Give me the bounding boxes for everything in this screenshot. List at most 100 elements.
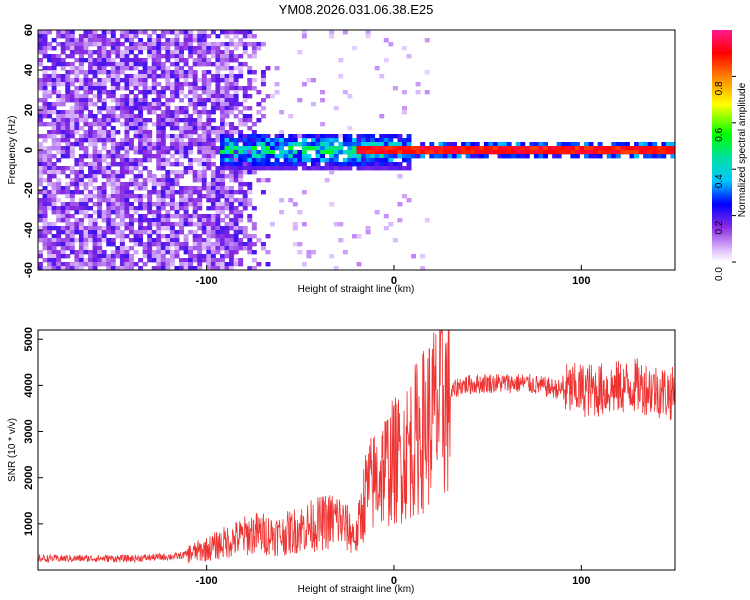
spectrogram-cell bbox=[38, 86, 43, 91]
spectrogram-cell bbox=[179, 230, 184, 235]
spectrogram-cell bbox=[110, 190, 116, 195]
spectrogram-cell bbox=[78, 126, 84, 131]
spectrogram-cell bbox=[92, 82, 98, 87]
spectrogram-cell bbox=[224, 82, 230, 87]
spectrogram-cell bbox=[206, 254, 212, 259]
spectrogram-cell bbox=[142, 254, 148, 259]
x-tick-label: 100 bbox=[572, 575, 590, 587]
spectrogram-cell bbox=[179, 198, 184, 203]
spectrogram-cell bbox=[220, 186, 225, 191]
spectrogram-cell bbox=[97, 254, 103, 259]
spectrogram-cell bbox=[406, 162, 412, 167]
spectrogram-cell bbox=[138, 158, 144, 163]
spectrogram-cell bbox=[174, 234, 180, 239]
spectrogram-cell bbox=[206, 146, 212, 151]
spectrogram-cell bbox=[65, 94, 71, 99]
spectrogram-cell bbox=[47, 258, 53, 263]
spectrogram-cell bbox=[242, 198, 248, 203]
spectrogram-cell bbox=[643, 142, 649, 147]
spectrogram-cell bbox=[174, 190, 180, 195]
spectrogram-cell bbox=[142, 102, 148, 107]
spectrogram-cell bbox=[142, 94, 148, 99]
spectrogram-cell bbox=[83, 130, 89, 135]
spectrogram-cell bbox=[156, 122, 162, 127]
spectrogram-cell bbox=[110, 238, 116, 243]
spectrogram-cell bbox=[142, 166, 148, 171]
spectrogram-cell bbox=[165, 66, 171, 71]
spectrogram-cell bbox=[670, 150, 676, 155]
spectrogram-cell bbox=[101, 54, 107, 59]
spectrogram-cell bbox=[224, 34, 230, 39]
spectrogram-cell bbox=[115, 198, 121, 203]
spectrogram-cell bbox=[156, 194, 162, 199]
spectrogram-cell bbox=[206, 46, 212, 51]
spectrogram-cell bbox=[69, 62, 75, 67]
spectrogram-cell bbox=[238, 130, 244, 135]
spectrogram-cell bbox=[142, 82, 148, 87]
spectrogram-cell bbox=[151, 50, 157, 55]
spectrogram-cell bbox=[92, 30, 98, 35]
spectrogram-cell bbox=[415, 154, 421, 159]
spectrogram-cell bbox=[147, 146, 153, 151]
spectrogram-cell bbox=[38, 250, 43, 255]
spectrogram-cell bbox=[124, 182, 130, 187]
spectrogram-cell bbox=[224, 90, 230, 95]
spectrogram-cell bbox=[392, 166, 398, 171]
spectrogram-cell bbox=[142, 226, 148, 231]
spectrogram-cell bbox=[129, 118, 134, 123]
spectrogram-cell bbox=[315, 142, 321, 147]
spectrogram-cell bbox=[192, 58, 198, 63]
spectrogram-cell bbox=[110, 154, 116, 159]
spectrogram-cell bbox=[169, 138, 175, 143]
spectrogram-cell bbox=[174, 50, 180, 55]
spectrogram-cell bbox=[169, 82, 175, 87]
spectrogram-cell bbox=[502, 154, 508, 159]
spectrogram-cell bbox=[215, 190, 221, 195]
spectrogram-cell bbox=[333, 150, 339, 155]
spectrogram-cell bbox=[342, 150, 348, 155]
spectrogram-cell bbox=[188, 46, 194, 51]
spectrogram-cell bbox=[338, 238, 344, 243]
spectrogram-cell bbox=[124, 246, 130, 251]
spectrogram-cell bbox=[119, 158, 125, 163]
spectrogram-cell bbox=[270, 222, 275, 227]
spectrogram-cell bbox=[224, 174, 230, 179]
spectrogram-cell bbox=[220, 146, 225, 151]
spectrogram-cell bbox=[183, 214, 189, 219]
spectrogram-cell bbox=[97, 58, 103, 63]
spectrogram-cell bbox=[133, 150, 139, 155]
spectrogram-cell bbox=[288, 138, 294, 143]
spectrogram-cell bbox=[397, 138, 403, 143]
spectrogram-cell bbox=[65, 186, 71, 191]
spectrogram-cell bbox=[174, 242, 180, 247]
spectrogram-cell bbox=[138, 118, 144, 123]
spectrogram-cell bbox=[242, 90, 248, 95]
spectrogram-cell bbox=[88, 122, 93, 127]
spectrogram-cell bbox=[83, 118, 89, 123]
spectrogram-cell bbox=[138, 46, 144, 51]
spectrogram-cell bbox=[197, 190, 203, 195]
spectrogram-cell bbox=[652, 150, 658, 155]
spectrogram-cell bbox=[224, 246, 230, 251]
spectrogram-cell bbox=[342, 90, 348, 95]
spectrogram-cell bbox=[201, 182, 207, 187]
spectrogram-cell bbox=[78, 218, 84, 223]
spectrogram-cell bbox=[238, 102, 244, 107]
spectrogram-cell bbox=[556, 150, 562, 155]
spectrogram-cell bbox=[220, 174, 225, 179]
spectrogram-cell bbox=[97, 242, 103, 247]
spectrogram-cell bbox=[301, 134, 307, 139]
spectrogram-cell bbox=[42, 150, 48, 155]
spectrogram-cell bbox=[538, 154, 544, 159]
spectrogram-cell bbox=[83, 78, 89, 83]
spectrogram-cell bbox=[461, 150, 467, 155]
spectrogram-cell bbox=[233, 74, 239, 79]
spectrogram-cell bbox=[224, 30, 230, 35]
spectrogram-cell bbox=[142, 118, 148, 123]
spectrogram-cell bbox=[584, 150, 589, 155]
spectrogram-cell bbox=[242, 30, 248, 35]
spectrogram-cell bbox=[238, 138, 244, 143]
spectrogram-cell bbox=[56, 110, 62, 115]
spectrogram-cell bbox=[188, 262, 194, 267]
